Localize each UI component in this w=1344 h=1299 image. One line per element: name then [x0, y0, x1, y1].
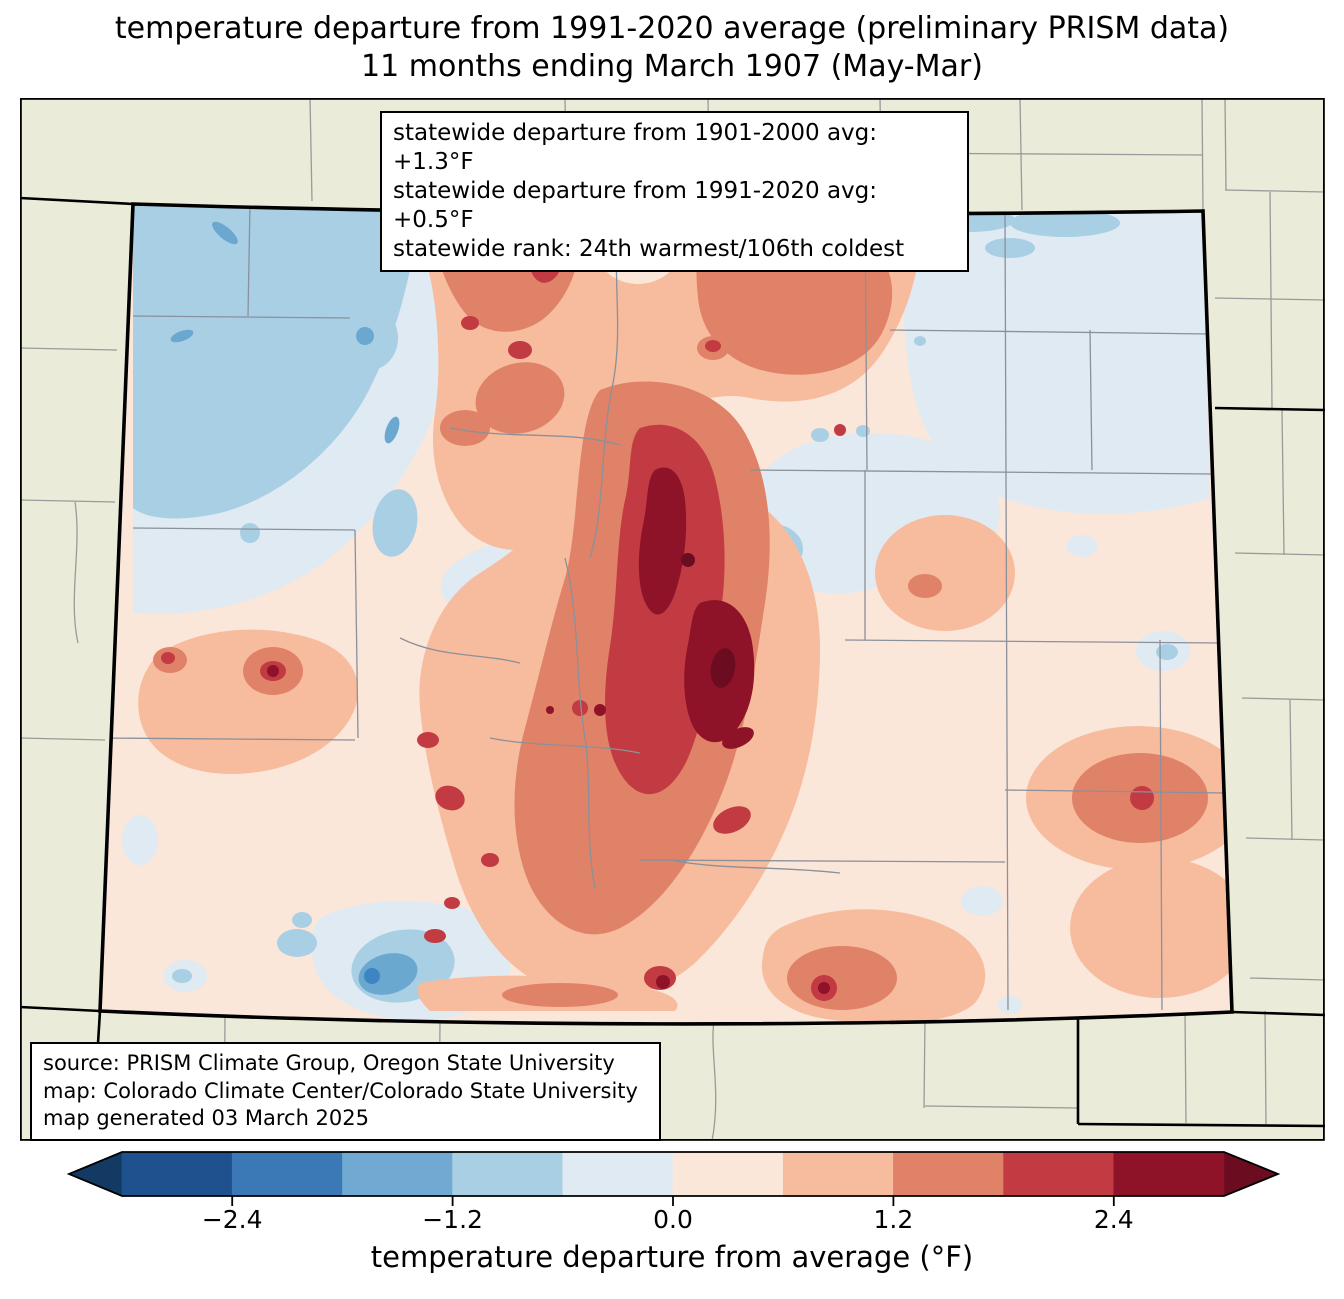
- source-line-1: source: PRISM Climate Group, Oregon Stat…: [43, 1051, 615, 1075]
- colorbar-bin: [121, 1152, 233, 1196]
- colorbar-axis-label: temperature departure from average (°F): [370, 1240, 974, 1274]
- stats-line-2: statewide departure from 1991-2020 avg: …: [393, 178, 877, 233]
- title-line2: 11 months ending March 1907 (May-Mar): [361, 49, 983, 84]
- stats-line-1: statewide departure from 1901-2000 avg: …: [393, 120, 877, 175]
- colorbar-bin: [1113, 1152, 1225, 1196]
- colorbar-tick-label: 1.2: [873, 1205, 914, 1234]
- colorbar-bin: [562, 1152, 674, 1196]
- colorbar-bin: [452, 1152, 564, 1196]
- axes-frame: [20, 98, 1325, 1141]
- source-attribution-box: source: PRISM Climate Group, Oregon Stat…: [30, 1042, 661, 1141]
- colorbar-bin: [342, 1152, 453, 1196]
- colorbar-bin: [782, 1152, 894, 1196]
- colorbar: [66, 1151, 1281, 1206]
- colorbar-tick-label: −2.4: [201, 1205, 263, 1234]
- source-line-2: map: Colorado Climate Center/Colorado St…: [43, 1078, 638, 1103]
- source-line-3: map generated 03 March 2025: [43, 1106, 370, 1130]
- colorbar-bin: [1003, 1152, 1115, 1196]
- colorbar-bin: [893, 1152, 1004, 1196]
- colorbar-tick-label: 2.4: [1093, 1205, 1134, 1234]
- colorbar-outline: [66, 1151, 1281, 1197]
- colorbar-bin: [231, 1152, 343, 1196]
- colorbar-under-arrow: [69, 1152, 122, 1196]
- contour-fills: [100, 204, 1232, 1024]
- statewide-stats-box: statewide departure from 1901-2000 avg: …: [380, 111, 969, 272]
- colorbar-over-arrow: [1224, 1152, 1278, 1196]
- colorbar-bin: [672, 1152, 784, 1196]
- figure-title: temperature departure from 1991-2020 ave…: [0, 10, 1344, 86]
- stats-line-3: statewide rank: 24th warmest/106th colde…: [393, 236, 905, 262]
- title-line1: temperature departure from 1991-2020 ave…: [114, 11, 1230, 46]
- colorbar-tick-label: −1.2: [422, 1205, 483, 1234]
- colorbar-tick-label: 0.0: [653, 1205, 693, 1234]
